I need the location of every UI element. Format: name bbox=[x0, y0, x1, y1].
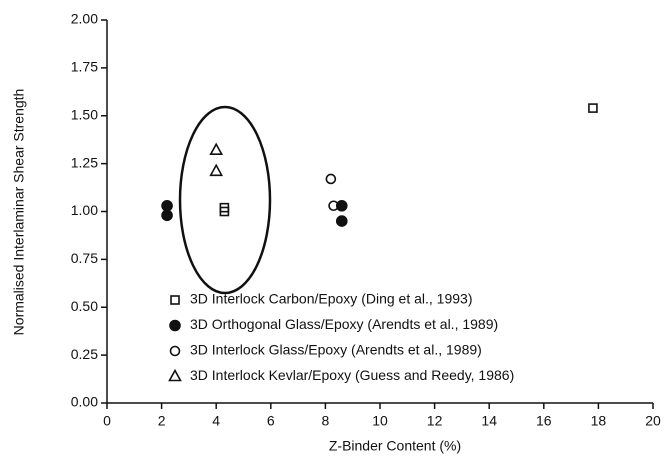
x-tick-label: 14 bbox=[481, 413, 497, 429]
legend-label: 3D Interlock Glass/Epoxy (Arendts et al.… bbox=[190, 342, 482, 358]
marker-square bbox=[219, 206, 230, 217]
marker-circle bbox=[325, 173, 337, 185]
marker-triangle bbox=[168, 368, 182, 382]
marker-circle bbox=[328, 200, 339, 212]
y-tick-label: 1.75 bbox=[71, 59, 98, 75]
y-axis-label: Normalised Interlaminar Shear Strength bbox=[11, 89, 27, 336]
y-tick-label: 0.75 bbox=[71, 250, 98, 266]
legend-label: 3D Interlock Kevlar/Epoxy (Guess and Ree… bbox=[190, 367, 514, 383]
marker-circle bbox=[161, 209, 173, 222]
legend-label: 3D Interlock Carbon/Epoxy (Ding et al., … bbox=[190, 291, 472, 307]
marker-circle bbox=[169, 345, 181, 357]
x-tick-label: 10 bbox=[372, 413, 388, 429]
x-tick-label: 4 bbox=[212, 413, 220, 429]
y-tick-label: 1.25 bbox=[71, 154, 98, 170]
y-tick-label: 0.00 bbox=[71, 394, 98, 410]
x-tick-label: 2 bbox=[158, 413, 166, 429]
marker-triangle bbox=[209, 163, 224, 177]
y-tick-label: 1.00 bbox=[71, 202, 98, 218]
highlight-ellipse bbox=[178, 105, 272, 295]
x-tick-label: 8 bbox=[322, 413, 330, 429]
y-tick-label: 2.00 bbox=[71, 11, 98, 27]
x-tick-label: 6 bbox=[267, 413, 275, 429]
x-tick-label: 20 bbox=[645, 413, 661, 429]
x-axis-label: Z-Binder Content (%) bbox=[329, 438, 461, 454]
x-tick-label: 12 bbox=[427, 413, 443, 429]
marker-circle bbox=[169, 319, 181, 332]
marker-square bbox=[170, 295, 180, 305]
marker-circle bbox=[335, 215, 348, 227]
x-tick-label: 18 bbox=[591, 413, 607, 429]
y-tick-label: 0.25 bbox=[71, 346, 98, 362]
x-tick-label: 0 bbox=[103, 413, 111, 429]
y-tick-label: 0.50 bbox=[71, 298, 98, 314]
marker-square bbox=[588, 103, 598, 113]
marker-triangle bbox=[209, 142, 224, 156]
marker-circle bbox=[335, 199, 348, 212]
x-tick-label: 16 bbox=[536, 413, 552, 429]
legend-label: 3D Orthogonal Glass/Epoxy (Arendts et al… bbox=[190, 316, 498, 332]
y-tick-label: 1.50 bbox=[71, 106, 98, 122]
marker-circle bbox=[161, 199, 173, 212]
